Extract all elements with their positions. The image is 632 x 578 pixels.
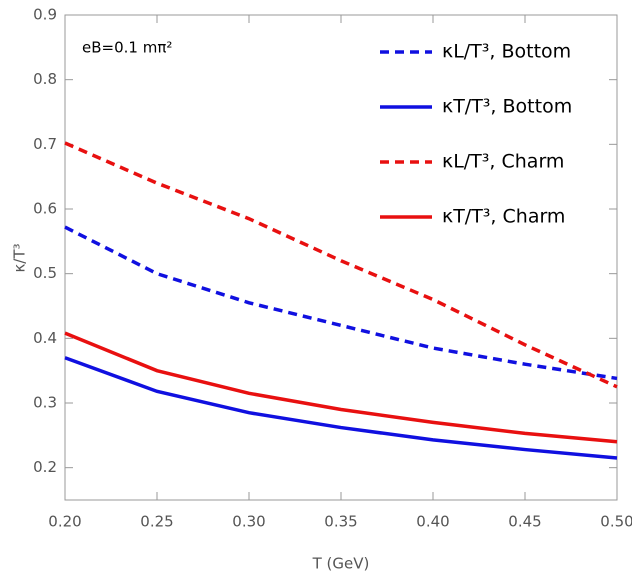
y-axis-label: κ/T³ [11, 243, 29, 272]
x-tick-label: 0.40 [416, 513, 449, 531]
y-tick-label: 0.8 [33, 70, 57, 88]
y-tick-label: 0.3 [33, 394, 57, 412]
annotation: eB=0.1 mπ² [82, 39, 172, 57]
x-tick-label: 0.50 [600, 513, 632, 531]
series-line [64, 331, 618, 444]
legend-label: κT/T³, Charm [442, 206, 565, 228]
series-line [64, 225, 618, 381]
y-tick-label: 0.7 [33, 135, 57, 153]
y-tick-label: 0.6 [33, 200, 57, 218]
series-line [64, 141, 618, 389]
y-tick-label: 0.2 [33, 458, 57, 476]
y-tick-label: 0.4 [33, 329, 57, 347]
x-tick-label: 0.30 [232, 513, 265, 531]
y-tick-label: 0.5 [33, 264, 57, 282]
series-line [64, 356, 618, 460]
legend-label: κL/T³, Bottom [442, 41, 571, 63]
x-tick-label: 0.25 [140, 513, 173, 531]
x-tick-label: 0.20 [48, 513, 81, 531]
x-tick-label: 0.35 [324, 513, 357, 531]
legend-label: κT/T³, Bottom [442, 96, 572, 118]
x-axis-label: T (GeV) [312, 555, 370, 573]
x-tick-label: 0.45 [508, 513, 541, 531]
y-tick-label: 0.9 [33, 6, 57, 24]
legend-label: κL/T³, Charm [442, 151, 564, 173]
